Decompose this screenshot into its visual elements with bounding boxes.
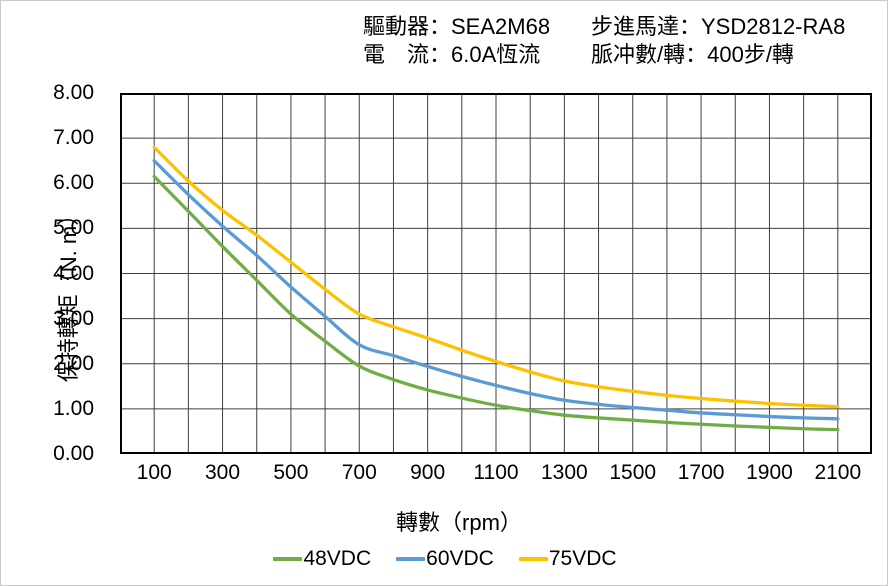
y-tick-label: 8.00 xyxy=(53,81,94,104)
driver-info: 驅動器：SEA2M68 xyxy=(363,14,551,39)
x-axis-title: 轉數（rpm） xyxy=(396,510,522,535)
legend-label-60vdc: 60VDC xyxy=(426,547,494,570)
y-tick-label: 6.00 xyxy=(53,171,94,195)
y-axis-tick-labels: 8.00 7.00 6.00 5.00 4.00 3.00 2.00 1.00 0.00 xyxy=(1,82,94,465)
legend-marker-60vdc xyxy=(396,557,426,561)
x-tick-label: 1700 xyxy=(677,461,725,484)
x-tick-label: 1100 xyxy=(473,461,519,484)
legend-marker-48vdc xyxy=(273,557,303,561)
legend-label-75vdc: 75VDC xyxy=(548,547,617,570)
x-tick-label: 700 xyxy=(341,461,377,484)
legend-item-60vdc: 60VDC xyxy=(396,546,494,572)
x-tick-label: 2100 xyxy=(814,461,862,484)
motor-info: 步進馬達：YSD2812-RA8 xyxy=(591,14,846,39)
legend-label-48vdc: 48VDC xyxy=(303,547,372,570)
series-line-75vdc xyxy=(152,145,840,409)
y-tick-label: 0.00 xyxy=(53,442,94,465)
y-tick-label: 3.00 xyxy=(53,306,94,330)
series-line-48vdc xyxy=(152,174,840,432)
x-tick-label: 100 xyxy=(136,461,172,484)
pulses-info: 脈冲數/轉：400步/轉 xyxy=(591,42,794,67)
legend-item-75vdc: 75VDC xyxy=(518,546,617,572)
x-tick-label: 900 xyxy=(410,461,446,484)
x-tick-label: 300 xyxy=(205,461,241,484)
current-info: 電 流：6.0A恆流 xyxy=(363,42,541,67)
y-tick-label: 2.00 xyxy=(53,351,94,375)
header-right-column: 步進馬達：YSD2812-RA8 脈冲數/轉：400步/轉 xyxy=(591,13,845,69)
x-axis-tick-labels: 100 300 500 700 900 1100 1300 1500 1700 1900 2100 xyxy=(1,461,887,486)
y-tick-label: 4.00 xyxy=(53,261,94,285)
y-tick-label: 1.00 xyxy=(53,396,94,420)
series-line-60vdc xyxy=(152,159,840,421)
x-tick-label: 1300 xyxy=(541,461,588,484)
x-tick-label: 500 xyxy=(273,461,309,484)
x-tick-label: 1500 xyxy=(609,461,657,484)
plot-svg xyxy=(120,93,872,454)
header-left-column: 驅動器：SEA2M68 電 流：6.0A恆流 xyxy=(363,13,550,69)
legend: 48VDC 60VDC 75VDC xyxy=(1,546,887,572)
plot-area xyxy=(120,93,872,454)
y-tick-label: 5.00 xyxy=(53,216,94,240)
x-tick-label: 1900 xyxy=(746,461,793,484)
legend-item-48vdc: 48VDC xyxy=(273,546,371,572)
y-axis-title: 保持轉矩（N. m） xyxy=(56,203,81,383)
y-tick-label: 7.00 xyxy=(53,126,94,150)
legend-marker-75vdc xyxy=(518,557,548,561)
plot-border xyxy=(120,93,872,454)
